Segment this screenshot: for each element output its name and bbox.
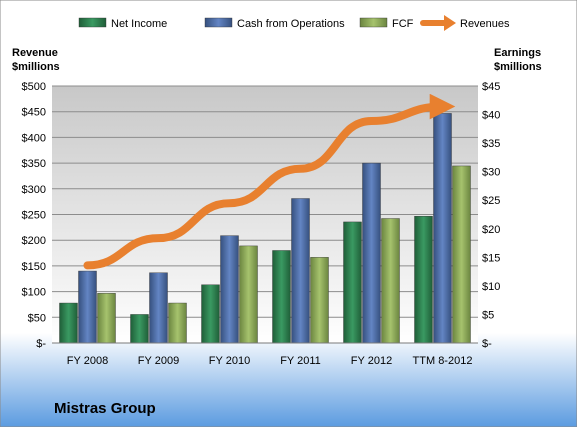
legend-swatch-net-income [78,17,107,28]
left-tick-label: $450 [22,107,46,119]
right-tick-label: $35 [482,138,500,150]
line-revenues [83,93,456,270]
legend-label-fcf: FCF [392,18,414,30]
bar-cash-from-operations [433,113,452,344]
left-axis-title-line2: $millions [12,61,60,73]
legend-label-cash-from-operations: Cash from Operations [237,18,345,30]
bar-net-income [272,250,291,344]
bar-fcf [381,218,400,344]
bar-fcf [239,245,258,344]
legend-arrow-revenues [444,15,456,31]
legend: Net Income Cash from Operations FCF Revenue… [78,15,510,31]
left-tick-label: $100 [22,287,46,299]
right-tick-label: $30 [482,167,500,179]
right-axis-title-line1: Earnings [494,47,541,59]
left-tick-label: $350 [22,158,46,170]
right-axis-title-line2: $millions [494,61,542,73]
left-tick-label: $- [36,338,46,350]
bar-cash-from-operations [291,198,310,344]
x-tick-label: FY 2012 [351,355,392,367]
bar-cash-from-operations [362,162,381,344]
left-tick-label: $200 [22,235,46,247]
axes-group: $- $50 $100 $150 $200 $250 $300 $350 $400 $450 $50… [22,81,501,367]
bar-cash-from-operations [149,272,168,344]
x-tick-label: TTM 8-2012 [413,355,473,367]
bar-fcf [310,257,329,344]
x-tick-label: FY 2009 [138,355,179,367]
left-tick-label: $500 [22,81,46,93]
bar-cash-from-operations [78,270,97,344]
bar-net-income [59,302,78,344]
bar-fcf [97,293,116,344]
right-tick-label: $25 [482,195,500,207]
bar-net-income [343,221,362,344]
bar-net-income [414,216,433,344]
left-axis-title-line1: Revenue [12,47,58,59]
gridlines [52,85,478,318]
left-tick-label: $400 [22,132,46,144]
right-tick-label: $15 [482,252,500,264]
legend-label-net-income: Net Income [111,18,167,30]
x-tick-label: FY 2010 [209,355,250,367]
right-tick-label: $45 [482,81,500,93]
bar-net-income [130,314,149,344]
right-tick-label: $10 [482,281,500,293]
bar-cash-from-operations [220,235,239,344]
left-tick-label: $150 [22,261,46,273]
bar-net-income [201,284,220,344]
x-tick-label: FY 2008 [67,355,108,367]
legend-label-revenues: Revenues [460,18,510,30]
right-tick-label: $20 [482,224,500,236]
left-tick-label: $250 [22,210,46,222]
right-tick-label: $- [482,338,492,350]
legend-swatch-fcf [359,17,388,28]
bar-fcf [168,302,187,344]
right-tick-label: $5 [482,309,494,321]
chart-title: Mistras Group [54,400,156,417]
legend-swatch-cash-from-operations [204,17,233,28]
left-tick-label: $300 [22,184,46,196]
revenue-line-group [83,93,456,270]
x-tick-label: FY 2011 [280,355,321,367]
left-tick-label: $50 [28,312,46,324]
right-tick-label: $40 [482,110,500,122]
bar-series-group [59,113,471,344]
bar-fcf [452,165,471,344]
